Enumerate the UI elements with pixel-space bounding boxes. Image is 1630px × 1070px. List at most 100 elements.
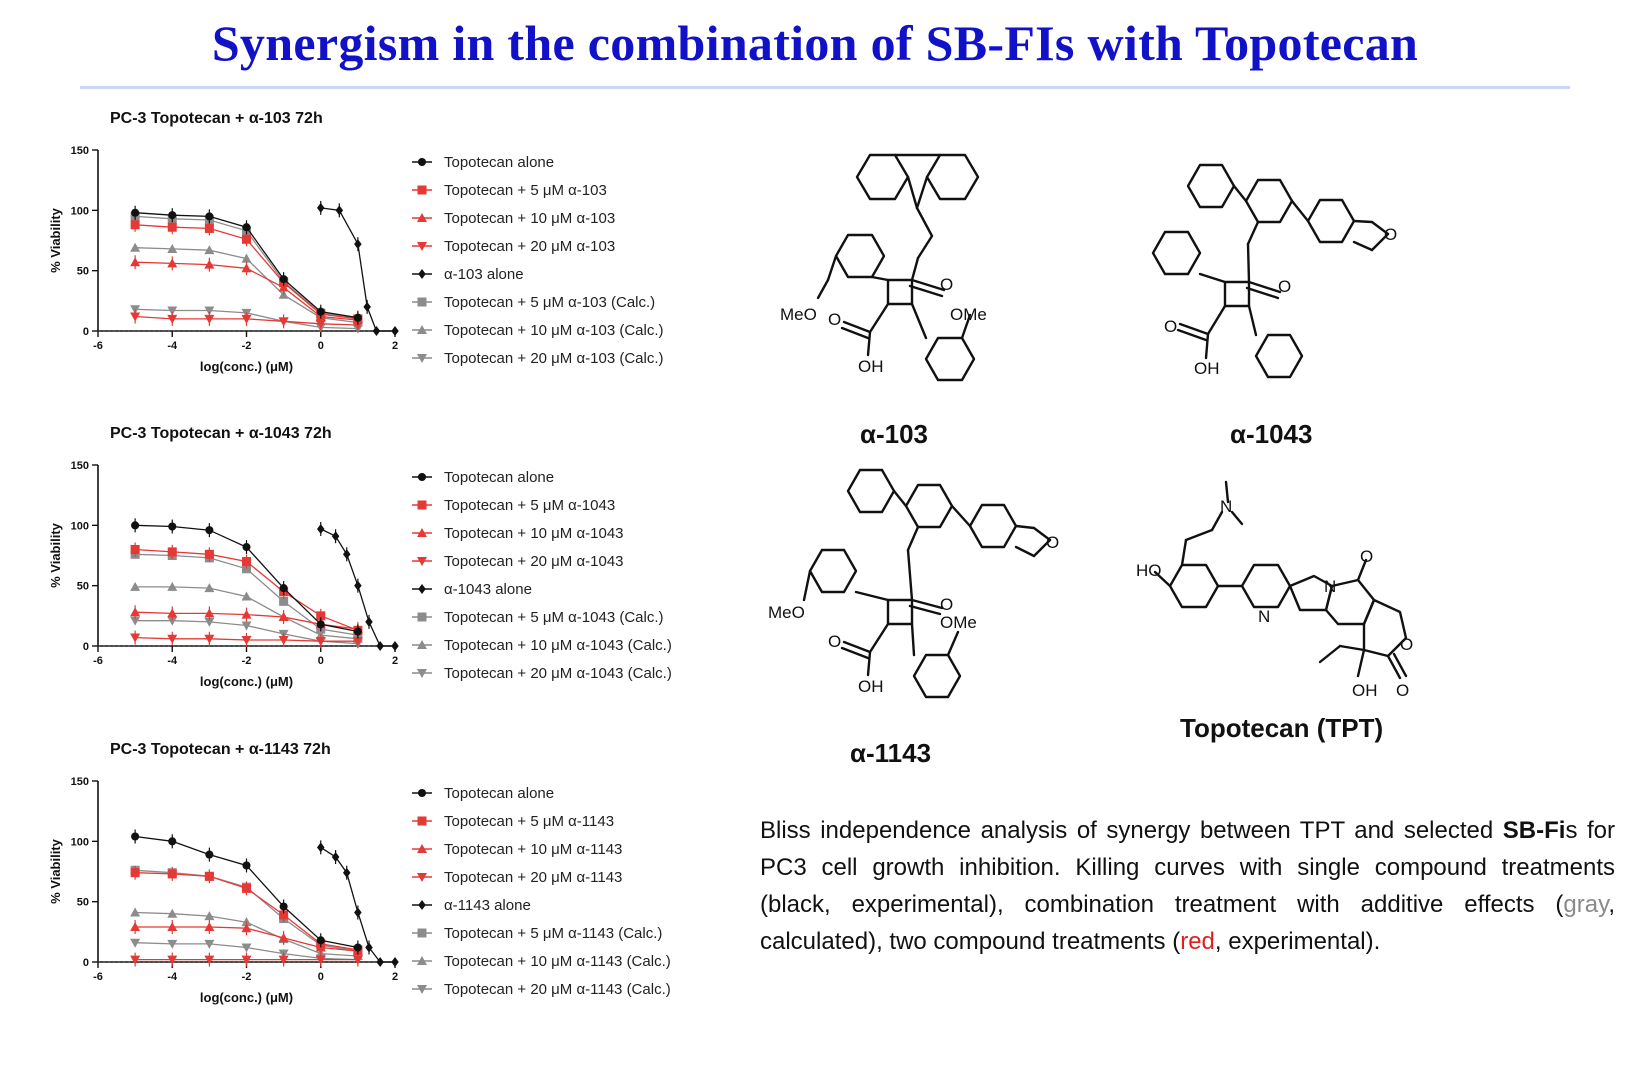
- data-point: [130, 633, 141, 643]
- data-point: [315, 955, 326, 965]
- data-point: [242, 543, 251, 552]
- atom-o-a103: O: [940, 275, 953, 294]
- data-point: [130, 312, 141, 322]
- data-point: [167, 634, 178, 644]
- series-4: [317, 521, 399, 651]
- atom-o3-tpt: O: [1396, 681, 1409, 700]
- data-point: [279, 596, 289, 606]
- legend-item: Topotecan + 5 μM α-1043 (Calc.): [412, 609, 664, 626]
- data-point: [241, 253, 252, 263]
- data-point: [168, 211, 177, 220]
- legend-label: Topotecan alone: [444, 469, 554, 486]
- series-3: [130, 952, 363, 967]
- data-point: [167, 955, 178, 965]
- legend-marker: [417, 640, 427, 649]
- atom-o2-tpt: O: [1400, 635, 1413, 654]
- data-point: [278, 932, 289, 942]
- legend-marker: [417, 472, 427, 482]
- legend-label: Topotecan + 5 μM α-1043 (Calc.): [444, 609, 664, 626]
- data-point: [204, 617, 215, 627]
- data-point: [376, 641, 384, 651]
- legend-label: Topotecan + 5 μM α-1043: [444, 497, 615, 514]
- data-point: [278, 635, 289, 645]
- legend-label: Topotecan + 5 μM α-103: [444, 182, 607, 199]
- series-3: [130, 630, 363, 649]
- data-point: [352, 955, 363, 965]
- legend-marker: [417, 985, 427, 994]
- legend-label: α-1043 alone: [444, 581, 532, 598]
- legend-item: Topotecan alone: [412, 154, 554, 171]
- legend-marker: [417, 844, 427, 853]
- data-point: [204, 223, 214, 233]
- legend-marker: [418, 269, 426, 279]
- atom-n2-tpt: N: [1324, 577, 1336, 596]
- legend-item: Topotecan + 20 μM α-1043 (Calc.): [412, 665, 672, 682]
- y-tick-label: 50: [77, 897, 89, 909]
- legend-marker: [418, 900, 426, 910]
- atom-o2-a103: O: [828, 310, 841, 329]
- legend-marker: [417, 500, 427, 510]
- data-point: [376, 957, 384, 967]
- data-point: [278, 612, 289, 622]
- data-point: [241, 943, 252, 953]
- x-tick-label: -2: [242, 655, 252, 667]
- data-point: [354, 239, 362, 250]
- data-point: [352, 637, 363, 647]
- data-point: [315, 319, 326, 329]
- figure-caption: Bliss independence analysis of synergy b…: [760, 817, 1615, 955]
- data-point: [241, 621, 252, 631]
- y-tick-label: 0: [83, 326, 89, 338]
- data-point: [130, 544, 140, 554]
- data-point: [204, 245, 215, 255]
- legend-marker: [417, 873, 427, 882]
- atom-o-a1143: O: [940, 595, 953, 614]
- legend-label: α-103 alone: [444, 266, 524, 283]
- legend-item: Topotecan + 10 μM α-1043: [412, 525, 624, 542]
- data-point: [168, 522, 177, 531]
- x-tick-label: -2: [242, 340, 252, 352]
- legend-item: Topotecan + 10 μM α-1043 (Calc.): [412, 637, 672, 654]
- data-point: [130, 607, 141, 617]
- data-point: [131, 208, 140, 217]
- data-point: [365, 616, 373, 627]
- legend-marker: [417, 557, 427, 566]
- data-point: [242, 234, 251, 244]
- data-point: [241, 263, 252, 273]
- legend-item: Topotecan + 5 μM α-1043: [412, 497, 615, 514]
- x-tick-label: -6: [93, 971, 103, 983]
- data-point: [204, 306, 215, 316]
- data-point: [317, 202, 325, 213]
- legend-label: Topotecan + 10 μM α-103: [444, 210, 615, 227]
- series-4: [317, 200, 399, 336]
- data-point: [167, 314, 178, 324]
- data-point: [204, 634, 215, 644]
- series-0: [131, 518, 362, 639]
- data-point: [130, 220, 140, 230]
- data-point: [204, 583, 215, 593]
- data-point: [130, 257, 141, 267]
- legend-label: α-1143 alone: [444, 897, 531, 914]
- atom-o-a1043: O: [1278, 277, 1291, 296]
- legend-item: Topotecan + 20 μM α-103: [412, 238, 615, 255]
- data-point: [130, 616, 141, 626]
- data-point: [317, 523, 325, 534]
- legend-label: Topotecan + 20 μM α-103 (Calc.): [444, 350, 664, 367]
- x-tick-label: 2: [392, 655, 398, 667]
- legend-marker: [418, 584, 426, 594]
- label-topotecan: Topotecan (TPT): [1180, 713, 1383, 743]
- data-point: [242, 861, 251, 870]
- chart-title: PC-3 Topotecan + α-1043 72h: [110, 425, 332, 442]
- atom-o3-a1143: O: [1046, 533, 1059, 552]
- legend-item: Topotecan + 20 μM α-1143 (Calc.): [412, 981, 671, 998]
- atom-o3-a1043: O: [1384, 225, 1397, 244]
- data-point: [278, 282, 289, 292]
- legend-item: Topotecan + 5 μM α-1143: [412, 813, 614, 830]
- series-0: [131, 829, 362, 955]
- atom-meo-a1143: MeO: [768, 603, 805, 622]
- legend-item: α-103 alone: [412, 266, 524, 283]
- data-point: [354, 580, 362, 591]
- legend-item: α-1043 alone: [412, 581, 532, 598]
- data-point: [279, 910, 289, 920]
- y-tick-label: 150: [71, 460, 89, 472]
- structure-topotecan: [1153, 480, 1408, 680]
